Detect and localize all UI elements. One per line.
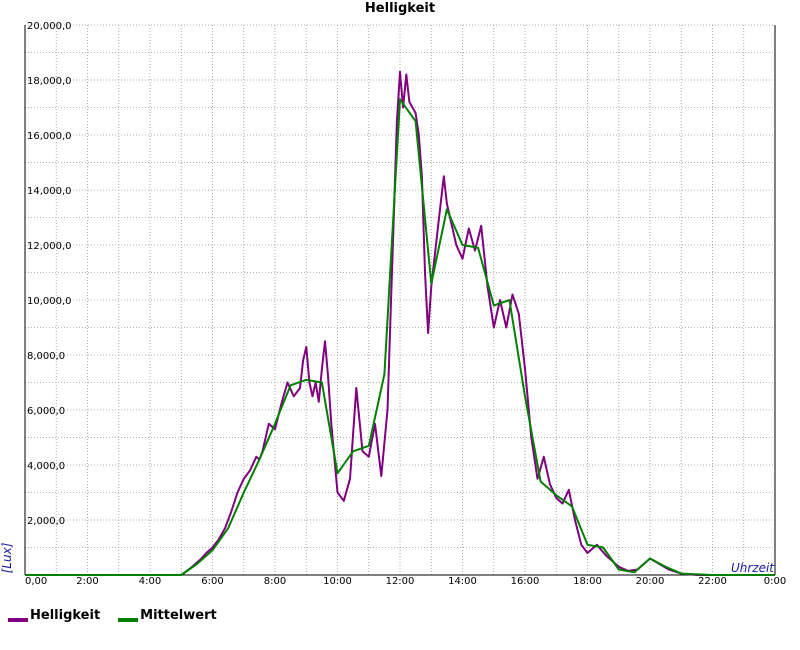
chart-grid bbox=[25, 24, 775, 575]
legend-swatch-mittelwert bbox=[118, 617, 139, 622]
y-axis-label: [Lux] bbox=[0, 542, 14, 573]
chart-series bbox=[25, 70, 775, 576]
x-tick-label: 12:00 bbox=[386, 576, 415, 587]
y-tick-label: 8,000,0 bbox=[27, 351, 65, 362]
chart-legend: Helligkeit Mittelwert bbox=[8, 608, 217, 623]
legend-item-helligkeit: Helligkeit bbox=[8, 608, 100, 623]
legend-item-mittelwert: Mittelwert bbox=[118, 608, 217, 623]
x-axis-label: Uhrzeit bbox=[731, 561, 775, 575]
y-tick-label: 4,000,0 bbox=[27, 461, 65, 472]
x-tick-label: 22:00 bbox=[698, 576, 727, 587]
x-tick-label: 0:00 bbox=[764, 576, 786, 587]
series-line-mittelwert bbox=[25, 98, 775, 576]
legend-label-helligkeit: Helligkeit bbox=[30, 608, 101, 623]
y-axis-ticks: 2,000,0 4,000,0 6,000,0 8,000,0 10,000,0 12,0… bbox=[27, 21, 72, 527]
x-tick-label: 6:00 bbox=[201, 576, 223, 587]
y-tick-label: 18,000,0 bbox=[27, 76, 72, 87]
x-tick-label: 20:00 bbox=[636, 576, 665, 587]
x-tick-label: 10:00 bbox=[323, 576, 352, 587]
y-tick-label: 6,000,0 bbox=[27, 406, 65, 417]
x-tick-label: 16:00 bbox=[511, 576, 540, 587]
x-tick-label: 14:00 bbox=[448, 576, 477, 587]
y-tick-label: 12,000,0 bbox=[27, 241, 72, 252]
y-tick-label: 14,000,0 bbox=[27, 186, 72, 197]
x-tick-label: 4:00 bbox=[139, 576, 161, 587]
chart-title: Helligkeit bbox=[365, 1, 435, 16]
x-tick-label: 18:00 bbox=[573, 576, 602, 587]
x-axis-ticks: 0,00 2:00 4:00 6:00 8:00 10:00 12:00 14:00 16:00… bbox=[25, 576, 786, 587]
y-tick-label: 20,000,0 bbox=[27, 21, 72, 32]
y-tick-label: 10,000,0 bbox=[27, 296, 72, 307]
x-tick-label: 2:00 bbox=[76, 576, 98, 587]
x-tick-label: 0,00 bbox=[25, 576, 47, 587]
x-tick-label: 8:00 bbox=[264, 576, 286, 587]
legend-swatch-helligkeit bbox=[8, 617, 28, 622]
legend-label-mittelwert: Mittelwert bbox=[140, 608, 217, 623]
y-tick-label: 2,000,0 bbox=[27, 516, 65, 527]
y-tick-label: 16,000,0 bbox=[27, 131, 72, 142]
